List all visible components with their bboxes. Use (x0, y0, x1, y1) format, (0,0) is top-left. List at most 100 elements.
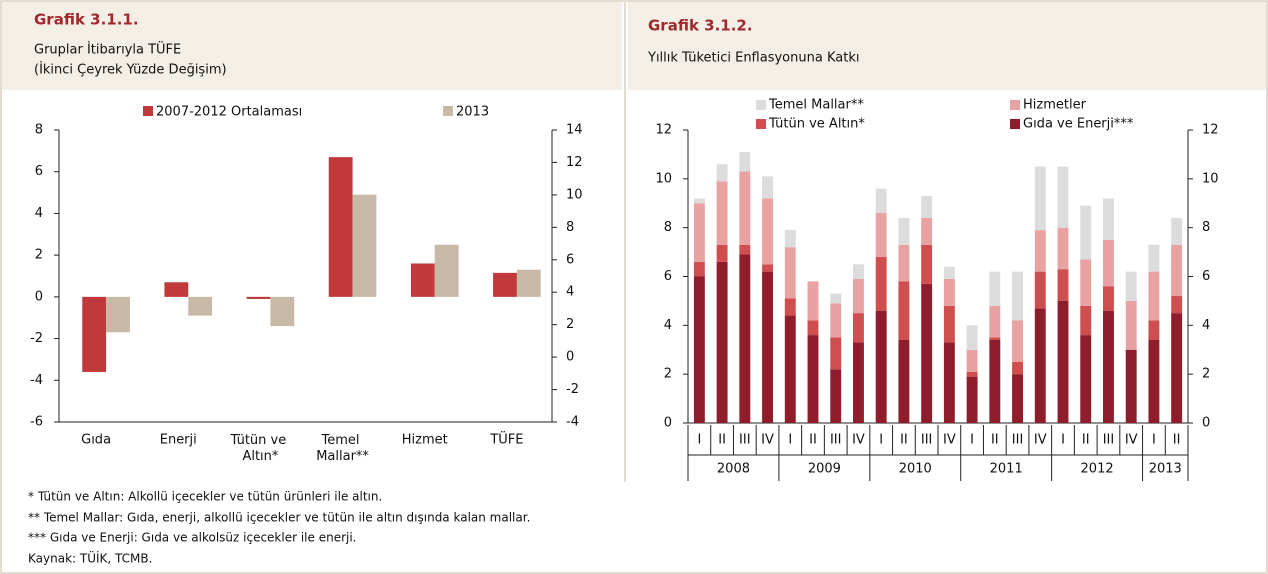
bar-segment (1057, 300, 1069, 423)
legend-label: 2013 (456, 105, 489, 120)
bar-segment (966, 349, 978, 372)
y-tick-label: 0 (664, 416, 672, 431)
bar-segment (1148, 244, 1160, 272)
bar (246, 296, 271, 299)
bar-segment (1057, 166, 1069, 228)
bar-segment (875, 213, 887, 257)
bar-segment (830, 337, 842, 370)
y-tick-label: 6 (35, 164, 43, 179)
bar-segment (898, 217, 910, 245)
chart-title: Grafik 3.1.1. (34, 11, 139, 29)
bar (352, 194, 377, 297)
x-tick-label: IV (761, 433, 774, 448)
bar (106, 296, 130, 333)
y2-tick-label: 2 (566, 317, 574, 332)
y2-tick-label: 0 (566, 350, 574, 365)
chart-subtitle: Yıllık Tüketici Enflasyonuna Katkı (647, 51, 859, 66)
legend-swatch (1010, 119, 1020, 129)
y2-tick-label: 4 (1202, 318, 1210, 333)
bar-segment (1148, 339, 1160, 423)
y-tick-label: 4 (35, 206, 43, 221)
bar-segment (921, 283, 933, 423)
y2-tick-label: 10 (566, 187, 583, 202)
bar-segment (693, 203, 705, 262)
x-tick-label: Tütün ve Altın* (229, 433, 290, 464)
bar-segment (784, 230, 796, 248)
bar-segment (943, 266, 955, 279)
bar-segment (807, 281, 819, 321)
x-tick-label: I (1061, 433, 1065, 448)
bar-segment (966, 376, 978, 423)
bar-segment (1125, 300, 1137, 350)
bar-segment (762, 264, 773, 272)
legend-swatch (756, 100, 766, 110)
y2-tick-label: 14 (566, 123, 583, 138)
bar-segment (1080, 259, 1092, 306)
bar-segment (716, 181, 728, 245)
bar-segment (1148, 320, 1160, 340)
bar-segment (1080, 205, 1092, 260)
bar (188, 296, 213, 316)
y-tick-label: -2 (30, 331, 43, 346)
legend-label: Gıda ve Enerji*** (1023, 117, 1134, 132)
x-tick-label: Temel Mallar** (316, 433, 369, 464)
x-tick-label: II (718, 433, 726, 448)
y2-tick-label: 12 (1202, 123, 1219, 138)
bar-segment (807, 335, 819, 423)
bar-segment (762, 271, 773, 423)
bar-segment (989, 337, 1001, 340)
year-label: 2008 (717, 462, 750, 477)
header-band (628, 2, 1266, 90)
y-tick-label: 12 (655, 123, 672, 138)
y2-tick-label: -2 (566, 382, 579, 397)
y-tick-label: 2 (664, 367, 672, 382)
legend-swatch (443, 106, 453, 116)
bar-segment (875, 310, 887, 423)
year-label: 2011 (990, 462, 1023, 477)
bar-segment (716, 261, 728, 423)
x-tick-label: II (1173, 433, 1181, 448)
header-band (2, 2, 622, 90)
footnote: ** Temel Mallar: Gıda, enerji, alkollü i… (28, 511, 530, 525)
bar-segment (830, 293, 842, 304)
bar (516, 269, 541, 297)
bar-segment (1171, 217, 1183, 245)
bar-segment (762, 176, 773, 199)
bar-segment (830, 303, 842, 338)
bar-segment (1057, 269, 1069, 301)
y-tick-label: -6 (30, 415, 43, 430)
x-tick-label: II (991, 433, 999, 448)
chart-subtitle: (İkinci Çeyrek Yüzde Değişim) (34, 62, 227, 78)
y2-tick-label: 12 (566, 155, 583, 170)
bar (328, 157, 353, 297)
bar-segment (1125, 271, 1137, 301)
bar-segment (739, 171, 751, 245)
bar-segment (853, 313, 864, 343)
legend-swatch (756, 119, 766, 129)
bar-segment (1125, 349, 1137, 423)
bar-segment (966, 325, 978, 350)
bar-segment (1080, 305, 1092, 336)
bar-segment (716, 164, 728, 182)
bar-segment (1034, 271, 1046, 309)
bar (82, 296, 107, 372)
x-tick-label: Hizmet (402, 433, 448, 448)
bar-segment (1057, 227, 1069, 270)
x-tick-label: Enerji (160, 433, 197, 448)
year-label: 2013 (1149, 462, 1182, 477)
x-tick-label: TÜFE (489, 431, 523, 448)
bar-segment (1034, 230, 1046, 272)
bar-segment (693, 276, 705, 423)
bar-segment (966, 371, 978, 377)
y2-tick-label: 10 (1202, 171, 1219, 186)
bar-segment (943, 342, 955, 423)
y-tick-label: -4 (30, 373, 43, 388)
chart-title: Grafik 3.1.2. (648, 17, 753, 35)
bar-segment (1171, 313, 1183, 423)
bar-segment (1103, 310, 1114, 423)
year-label: 2010 (899, 462, 932, 477)
bar-segment (898, 244, 910, 282)
x-tick-label: I (970, 433, 974, 448)
bar-segment (1171, 296, 1183, 314)
chart-subtitle: Gruplar İtibarıyla TÜFE (34, 41, 181, 58)
